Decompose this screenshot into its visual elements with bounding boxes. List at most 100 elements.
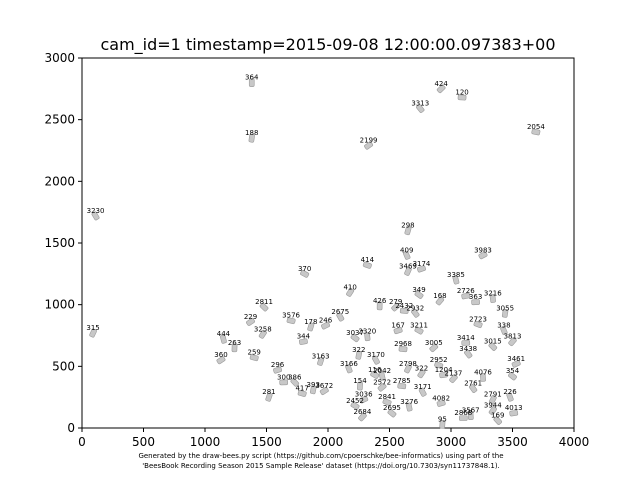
bee-id-label: 3163 xyxy=(312,352,330,360)
bee-id-label: 3015 xyxy=(484,338,502,346)
plot-area xyxy=(81,57,575,429)
bee-id-label: 3983 xyxy=(474,246,492,254)
bee-marker xyxy=(258,329,267,339)
bee-id-label: 2684 xyxy=(354,408,372,416)
bee-marker xyxy=(248,133,255,143)
bee-marker xyxy=(488,406,497,416)
bee-id-label: 3567 xyxy=(462,407,480,415)
bee-marker xyxy=(411,308,420,318)
bee-id-label: 3005 xyxy=(425,339,443,347)
bee-marker xyxy=(350,401,360,410)
bee-id-label: 300 xyxy=(277,373,290,381)
bee-marker xyxy=(436,84,446,94)
bee-marker xyxy=(364,141,374,150)
bee-marker xyxy=(265,392,273,402)
bee-marker xyxy=(362,261,372,269)
x-tick-label: 4000 xyxy=(559,435,590,449)
bee-marker xyxy=(404,266,412,276)
bee-id-label: 3216 xyxy=(484,290,502,298)
bee-marker xyxy=(279,379,289,386)
bee-id-label: 354 xyxy=(506,367,520,375)
bee-marker xyxy=(372,355,380,365)
y-tick-label: 500 xyxy=(52,359,75,373)
bee-marker xyxy=(508,372,517,381)
x-tick-label: 0 xyxy=(78,435,86,449)
bee-id-label: 95 xyxy=(438,415,447,423)
x-tick-label: 1000 xyxy=(190,435,221,449)
bee-id-label: 2572 xyxy=(373,378,391,386)
bee-marker xyxy=(89,328,97,338)
bee-marker xyxy=(345,364,353,374)
bee-marker xyxy=(216,356,226,365)
bee-marker xyxy=(248,78,255,87)
bee-id-label: 364 xyxy=(245,74,259,82)
bee-marker xyxy=(309,385,317,395)
bee-id-label: 2199 xyxy=(360,137,378,145)
bee-marker xyxy=(297,390,307,397)
y-tick-label: 1000 xyxy=(44,298,75,312)
bee-id-label: 2726 xyxy=(457,287,475,295)
bee-id-label: 2811 xyxy=(255,298,273,306)
bee-marker xyxy=(439,419,446,429)
bee-marker xyxy=(509,410,519,417)
bee-id-label: 246 xyxy=(319,317,333,325)
bee-marker xyxy=(377,383,387,392)
bee-id-label: 424 xyxy=(434,80,448,88)
bee-marker xyxy=(469,384,478,393)
bee-marker xyxy=(298,338,308,345)
bee-marker xyxy=(246,317,255,326)
bee-id-label: 3036 xyxy=(355,391,373,399)
bee-marker xyxy=(350,333,360,343)
bee-id-label: 279 xyxy=(389,298,402,306)
bee-marker xyxy=(439,371,449,379)
bee-marker xyxy=(220,334,227,344)
bee-marker xyxy=(435,296,445,306)
bee-id-label: 2452 xyxy=(346,397,364,405)
bee-id-label: 360 xyxy=(214,351,227,359)
bee-marker xyxy=(346,287,355,297)
bee-marker xyxy=(506,392,514,402)
bee-marker xyxy=(414,290,424,299)
bee-id-label: 154 xyxy=(353,377,367,385)
bee-marker xyxy=(404,364,412,374)
bee-id-label: 363 xyxy=(469,293,482,301)
bee-marker xyxy=(378,371,386,381)
bee-marker xyxy=(464,349,473,359)
bee-id-label: 2432 xyxy=(395,302,413,310)
bee-marker xyxy=(479,373,486,382)
bee-marker xyxy=(273,366,283,374)
bee-id-label: 3313 xyxy=(411,100,429,108)
bee-marker xyxy=(461,292,471,300)
y-axis: 0 500 1000 1500 2000 2500 3000 xyxy=(44,51,82,435)
bee-id-label: 3576 xyxy=(282,312,300,320)
bee-marker xyxy=(399,307,409,314)
bee-id-label: 2791 xyxy=(484,391,502,399)
bee-id-label: 3174 xyxy=(413,260,431,268)
bee-id-label: 168 xyxy=(433,292,446,300)
bee-id-label: 2761 xyxy=(464,380,482,388)
bee-id-label: 178 xyxy=(304,318,317,326)
bee-id-label: 4082 xyxy=(432,394,450,402)
y-tick-label: 1500 xyxy=(44,236,75,250)
bee-marker xyxy=(501,308,509,318)
bee-id-label: 414 xyxy=(361,256,375,264)
bee-id-label: 315 xyxy=(86,324,99,332)
bee-id-label: 2952 xyxy=(430,356,448,364)
bee-id-label: 116 xyxy=(368,366,382,374)
bee-marker xyxy=(488,395,497,405)
bee-id-label: 410 xyxy=(343,283,356,291)
bee-markers: 364 424 120 3313 188 2199 2054 3230 298 3983 414 40… xyxy=(86,74,545,429)
bee-marker xyxy=(370,371,380,379)
bee-id-label: 393 xyxy=(307,381,320,389)
bee-id-label: 298 xyxy=(401,222,414,230)
bee-id-label: 344 xyxy=(297,333,311,341)
bee-id-label: 3211 xyxy=(410,322,428,330)
x-tick-label: 3000 xyxy=(436,435,467,449)
bee-id-label: 338 xyxy=(497,322,510,330)
bee-marker xyxy=(467,411,474,421)
bee-marker xyxy=(417,369,426,379)
bee-marker xyxy=(286,317,296,325)
y-tick-label: 2500 xyxy=(44,113,75,127)
bee-marker xyxy=(488,342,498,351)
bee-marker xyxy=(531,128,541,136)
